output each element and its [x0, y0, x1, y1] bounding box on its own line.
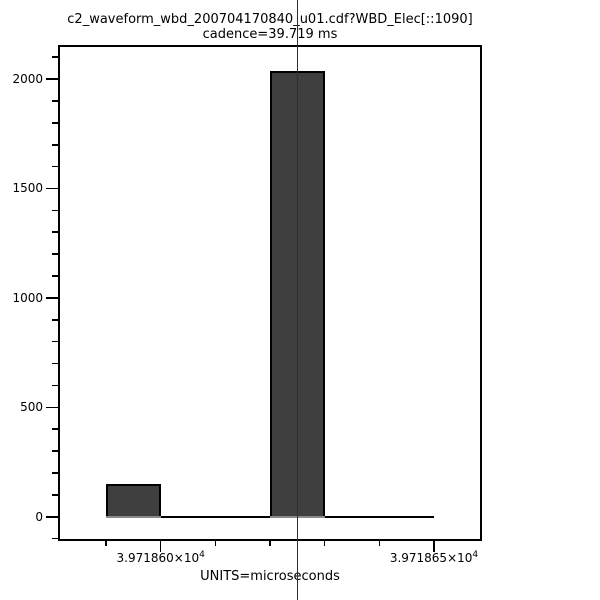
y-axis-minor-tick: [52, 428, 59, 431]
x-axis-major-tick: [433, 539, 435, 552]
y-axis-minor-tick: [52, 362, 59, 365]
y-axis-minor-tick: [52, 209, 59, 212]
y-axis-minor-tick: [52, 472, 59, 474]
y-axis-major-tick: [46, 187, 59, 190]
y-axis-minor-tick: [52, 231, 59, 234]
y-tick-label: 500: [20, 400, 43, 415]
x-axis-minor-tick: [378, 539, 381, 546]
y-axis-major-tick: [46, 297, 59, 299]
x-axis-major-tick: [159, 539, 162, 552]
chart-title: c2_waveform_wbd_200704170840_u01.cdf?WBD…: [67, 12, 473, 27]
marker-line: [296, 0, 299, 600]
x-tick-label: 3.971865×104: [389, 550, 479, 565]
x-tick-label: 3.971860×104: [116, 550, 205, 565]
x-axis-minor-tick: [214, 539, 217, 546]
x-axis-minor-tick: [105, 539, 107, 546]
y-axis-minor-tick: [52, 100, 59, 102]
x-axis-minor-tick: [269, 539, 271, 546]
y-axis-minor-tick: [52, 253, 59, 255]
y-axis-minor-tick: [52, 56, 59, 58]
y-tick-label: 2000: [12, 72, 43, 87]
chart-subtitle: cadence=39.719 ms: [202, 27, 338, 42]
chart-title-block: c2_waveform_wbd_200704170840_u01.cdf?WBD…: [59, 12, 481, 42]
histogram-zero-line: [106, 515, 434, 518]
y-axis-minor-tick: [52, 165, 59, 168]
y-axis-minor-tick: [52, 537, 59, 540]
y-axis-minor-tick: [52, 384, 59, 387]
x-axis-minor-tick: [323, 539, 326, 546]
y-tick-label: 0: [35, 509, 43, 524]
histogram-bar-baseline: [106, 515, 161, 519]
histogram-bar: [106, 483, 161, 518]
y-axis-minor-tick: [52, 122, 59, 124]
y-axis-minor-tick: [52, 275, 59, 277]
y-axis-minor-tick: [52, 340, 59, 343]
y-tick-label: 1500: [12, 181, 43, 196]
y-axis-major-tick: [46, 515, 59, 518]
y-tick-label: 1000: [12, 290, 43, 305]
y-axis-major-tick: [46, 78, 59, 80]
y-axis-major-tick: [46, 406, 59, 409]
y-axis-minor-tick: [52, 494, 59, 496]
y-axis-minor-tick: [52, 450, 59, 452]
y-axis-minor-tick: [52, 319, 59, 321]
y-axis-minor-tick: [52, 143, 59, 146]
x-axis-label: UNITS=microseconds: [200, 569, 340, 584]
